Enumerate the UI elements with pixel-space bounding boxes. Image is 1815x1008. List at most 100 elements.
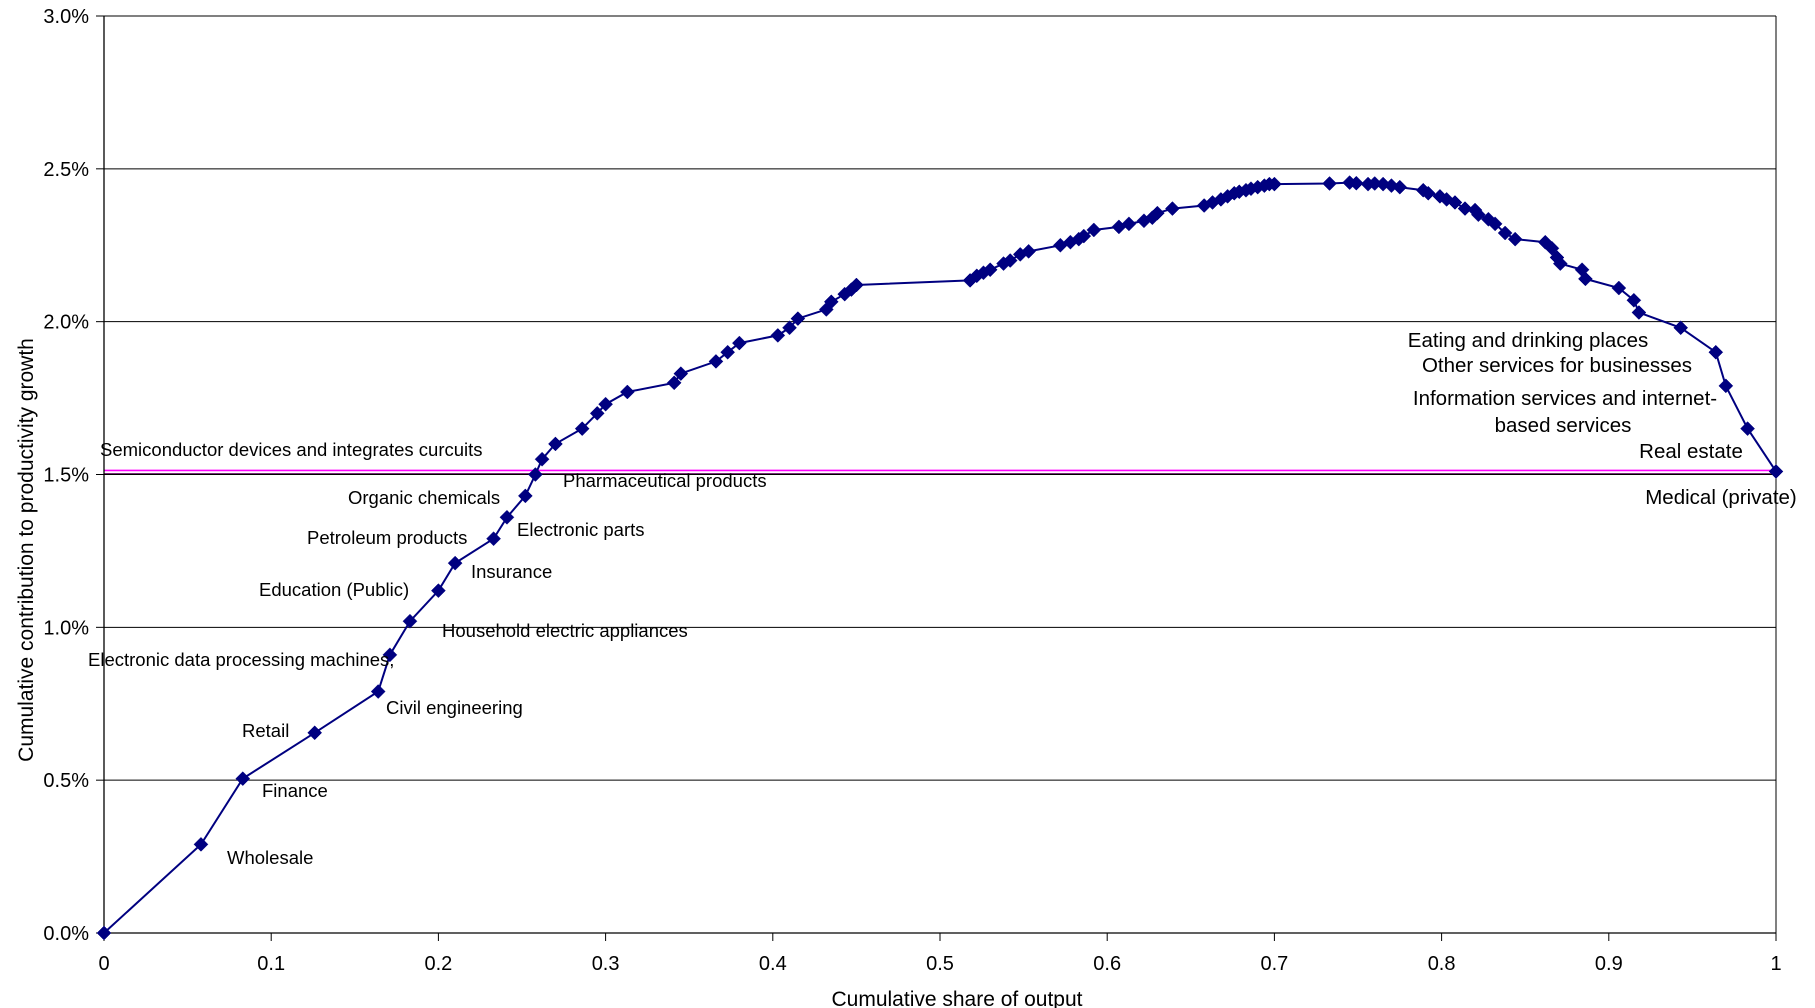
data-point: [235, 771, 251, 786]
data-point: [96, 925, 112, 941]
x-tick-label: 0.7: [1260, 953, 1288, 975]
data-point: [486, 531, 501, 547]
data-point: [708, 354, 724, 369]
data-point: [1150, 205, 1165, 221]
annotation-medical-private: Medical (private): [1645, 486, 1797, 509]
data-point: [1552, 256, 1568, 271]
x-tick-label: 0.4: [759, 953, 787, 975]
data-point: [1740, 421, 1755, 437]
x-tick-label: 0.8: [1428, 953, 1456, 975]
y-tick-label: 1.5%: [43, 465, 89, 487]
data-point: [790, 311, 806, 326]
annotation-other-services-businesses: Other services for businesses: [1422, 354, 1692, 377]
y-tick-label: 2.5%: [43, 159, 89, 181]
data-point: [598, 396, 613, 412]
data-point: [307, 725, 323, 741]
annotation-household-electric-appliances: Household electric appliances: [442, 620, 688, 641]
data-point: [1471, 207, 1486, 223]
data-point: [1002, 253, 1018, 268]
data-point: [1392, 179, 1408, 195]
data-point: [1507, 231, 1523, 247]
annotation-retail: Retail: [242, 720, 289, 741]
annotation-information-services-1: Information services and internet-: [1413, 387, 1717, 410]
data-point: [402, 613, 418, 629]
data-point: [574, 421, 590, 437]
y-tick-label: 1.0%: [43, 617, 89, 639]
data-point: [1076, 228, 1092, 244]
x-tick-label: 1: [1770, 953, 1781, 975]
y-tick-label: 2.0%: [43, 312, 89, 334]
data-point: [849, 277, 864, 293]
data-point: [782, 320, 797, 336]
data-point: [1626, 292, 1642, 308]
annotation-eating-drinking: Eating and drinking places: [1408, 329, 1648, 352]
x-tick-label: 0.3: [592, 953, 620, 975]
data-point: [732, 335, 747, 351]
data-point: [1718, 378, 1734, 394]
data-point: [1457, 201, 1473, 216]
x-tick-label: 0: [98, 953, 109, 975]
axes: 0.0% 0.5% 1.0% 1.5% 2.0% 2.5% 3.0% 0 0.1 0.2 0.3 0.…: [43, 6, 1781, 975]
y-axis-title: Cumulative contribution to productivity …: [15, 338, 38, 762]
data-point: [1487, 216, 1503, 232]
x-axis-title: Cumulative share of output: [832, 988, 1083, 1008]
data-point: [548, 436, 563, 452]
data-point: [382, 647, 398, 663]
data-point: [499, 509, 515, 525]
data-point: [528, 467, 543, 482]
data-point: [534, 451, 550, 467]
data-point: [1121, 216, 1137, 232]
annotation-semiconductor-devices: Semiconductor devices and integrates cur…: [100, 439, 483, 460]
annotation-wholesale: Wholesale: [227, 847, 313, 868]
data-point: [1267, 176, 1282, 192]
data-point: [619, 384, 635, 400]
data-point: [1673, 320, 1689, 336]
data-point: [1021, 244, 1036, 259]
data-point: [720, 344, 736, 360]
series-markers: [96, 175, 1784, 941]
annotation-electronic-parts: Electronic parts: [517, 519, 645, 540]
y-tick-label: 0.0%: [43, 923, 89, 945]
x-tick-label: 0.9: [1595, 953, 1623, 975]
data-point: [666, 375, 682, 391]
x-tick-label: 0.1: [257, 953, 285, 975]
data-point: [589, 406, 605, 421]
annotation-electronic-data-processing: Electronic data processing machines,: [88, 649, 394, 670]
annotation-information-services-2: based services: [1495, 414, 1632, 437]
annotation-finance: Finance: [262, 780, 328, 801]
x-tick-label: 0.5: [926, 953, 954, 975]
data-point: [1768, 464, 1784, 479]
data-point: [673, 366, 689, 381]
data-point: [1497, 225, 1513, 241]
data-point: [1348, 175, 1364, 191]
annotation-civil-engineering: Civil engineering: [386, 697, 523, 718]
data-point: [823, 294, 839, 310]
x-tick-label: 0.6: [1093, 953, 1121, 975]
data-point: [1447, 195, 1463, 210]
annotation-petroleum-products: Petroleum products: [307, 527, 467, 548]
data-point: [1631, 305, 1647, 320]
data-point: [1708, 344, 1724, 360]
data-point: [1322, 176, 1337, 191]
data-point: [431, 583, 446, 599]
annotation-insurance: Insurance: [471, 561, 552, 582]
annotation-real-estate: Real estate: [1639, 440, 1743, 463]
y-tick-label: 0.5%: [43, 770, 89, 792]
annotation-education-public: Education (Public): [259, 579, 409, 600]
annotations: Wholesale Finance Retail Civil engineeri…: [88, 329, 1797, 868]
data-point: [1165, 201, 1180, 216]
data-point: [770, 328, 786, 343]
data-point: [370, 684, 386, 699]
y-tick-label: 3.0%: [43, 6, 89, 28]
data-point: [982, 262, 998, 278]
x-tick-label: 0.2: [424, 953, 452, 975]
annotation-organic-chemicals: Organic chemicals: [348, 487, 500, 508]
data-point: [1420, 185, 1436, 201]
data-point: [517, 488, 533, 504]
annotation-pharmaceutical-products: Pharmaceutical products: [563, 470, 767, 491]
data-point: [1578, 271, 1593, 287]
data-point: [447, 555, 463, 571]
